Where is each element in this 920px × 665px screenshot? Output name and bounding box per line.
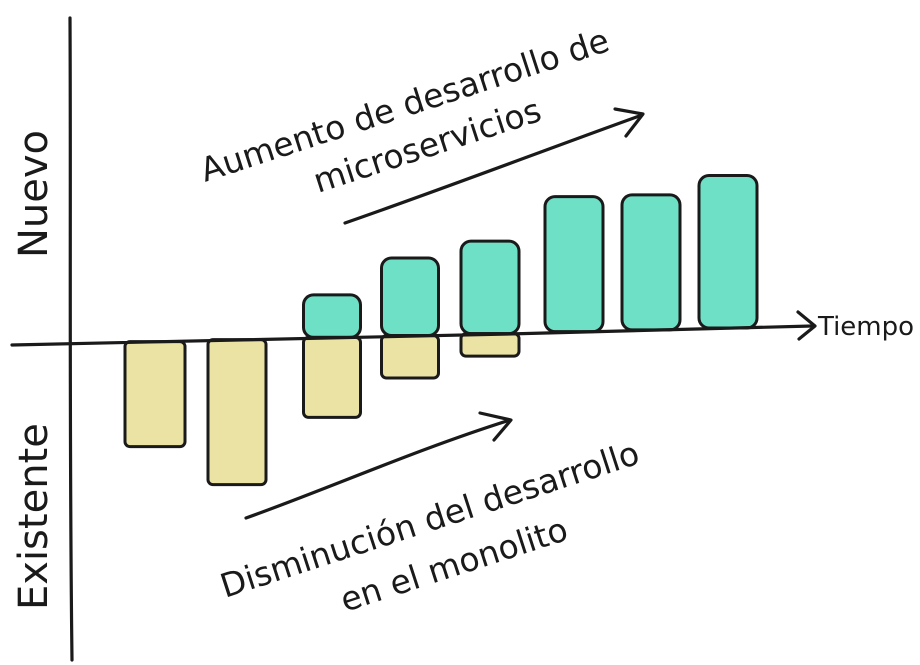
arrow-up [343,113,644,225]
bar-new-4 [380,256,440,338]
y-label-existente: Existente [11,423,57,610]
bar-existing-4 [380,334,440,380]
arrow-down [244,418,512,520]
y-label-nuevo: Nuevo [11,130,57,258]
arrow-up-head [613,107,645,138]
arrow-down-head [478,411,513,442]
bar-existing-2 [206,338,268,487]
bar-existing-3 [302,335,362,419]
bars-group [123,173,759,487]
x-axis-arrowhead [796,310,817,341]
bar-existing-1 [123,340,187,449]
x-axis [10,324,814,347]
y-axis [68,16,74,662]
x-label-tiempo: Tiempo [817,312,914,342]
bar-new-8 [697,173,759,330]
bar-new-3 [302,293,362,339]
bar-new-6 [543,195,605,334]
bar-new-7 [620,193,682,332]
bar-existing-5 [459,332,521,358]
bar-new-5 [459,239,521,336]
